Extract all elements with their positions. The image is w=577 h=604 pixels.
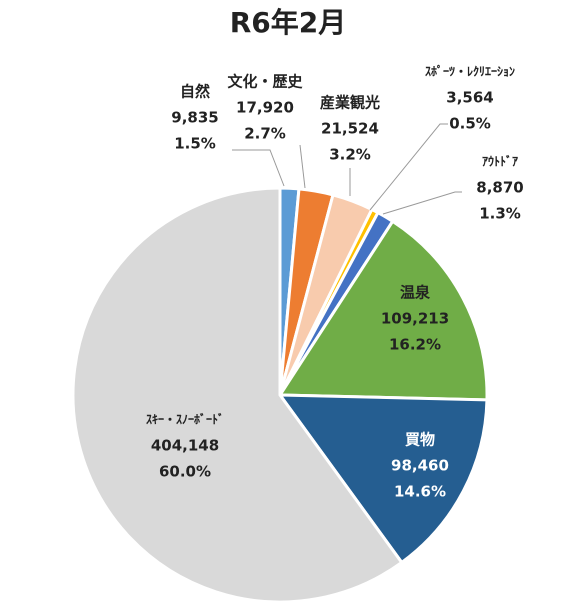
value-label: 21,524	[321, 120, 379, 138]
category-label: 自然	[180, 83, 210, 101]
category-label: 産業観光	[320, 94, 380, 112]
value-label: 3,564	[446, 89, 493, 107]
leader-lines	[232, 123, 462, 215]
pie-slice	[277, 219, 489, 402]
percentage-label: 3.2%	[329, 146, 371, 164]
percentage-label: 1.5%	[174, 135, 216, 153]
leader-line	[299, 144, 306, 189]
percentage-label: 2.7%	[244, 125, 286, 143]
category-label: ｽｷｰ・ｽﾉｰﾎﾞｰﾄﾞ	[146, 412, 224, 427]
leader-line	[382, 191, 462, 215]
value-label: 404,148	[151, 437, 219, 455]
category-label: 温泉	[400, 284, 431, 302]
leader-line	[369, 123, 448, 211]
value-label: 8,870	[476, 179, 523, 197]
category-label: ｽﾎﾟｰﾂ・ﾚｸﾘｴｰｼｮﾝ	[425, 64, 515, 79]
value-label: 9,835	[171, 109, 218, 127]
chart-title: R6年2月	[230, 6, 347, 39]
pie-slice	[71, 186, 404, 604]
value-label: 17,920	[236, 99, 294, 117]
percentage-label: 60.0%	[159, 463, 211, 481]
percentage-label: 16.2%	[389, 336, 441, 354]
category-label: 文化・歴史	[227, 73, 303, 91]
percentage-label: 1.3%	[479, 205, 521, 223]
percentage-label: 14.6%	[394, 483, 446, 501]
percentage-label: 0.5%	[449, 115, 491, 133]
pie-slice	[277, 393, 489, 565]
value-label: 98,460	[391, 457, 449, 475]
pie	[71, 186, 489, 604]
leader-line	[232, 149, 285, 187]
category-label: ｱｳﾄﾄﾞｱ	[482, 154, 518, 169]
category-label: 買物	[405, 431, 435, 449]
value-label: 109,213	[381, 310, 449, 328]
